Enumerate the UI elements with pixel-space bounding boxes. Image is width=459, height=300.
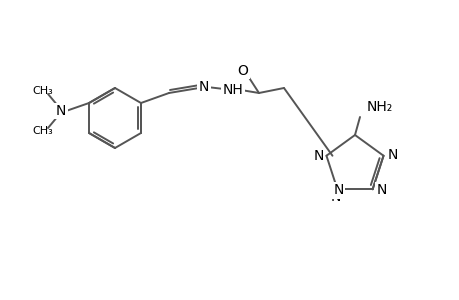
Text: N: N [313, 149, 323, 163]
Text: N: N [312, 148, 322, 162]
Text: CH₃: CH₃ [33, 126, 53, 136]
Text: N: N [330, 190, 340, 204]
Text: N: N [375, 183, 386, 197]
Text: N: N [56, 104, 66, 118]
Text: NH₂: NH₂ [366, 100, 392, 114]
Text: N: N [332, 183, 343, 197]
Text: CH₃: CH₃ [33, 86, 53, 96]
Text: NH: NH [222, 83, 243, 97]
Text: N: N [198, 80, 209, 94]
Text: O: O [237, 64, 248, 78]
Text: N: N [386, 148, 397, 162]
